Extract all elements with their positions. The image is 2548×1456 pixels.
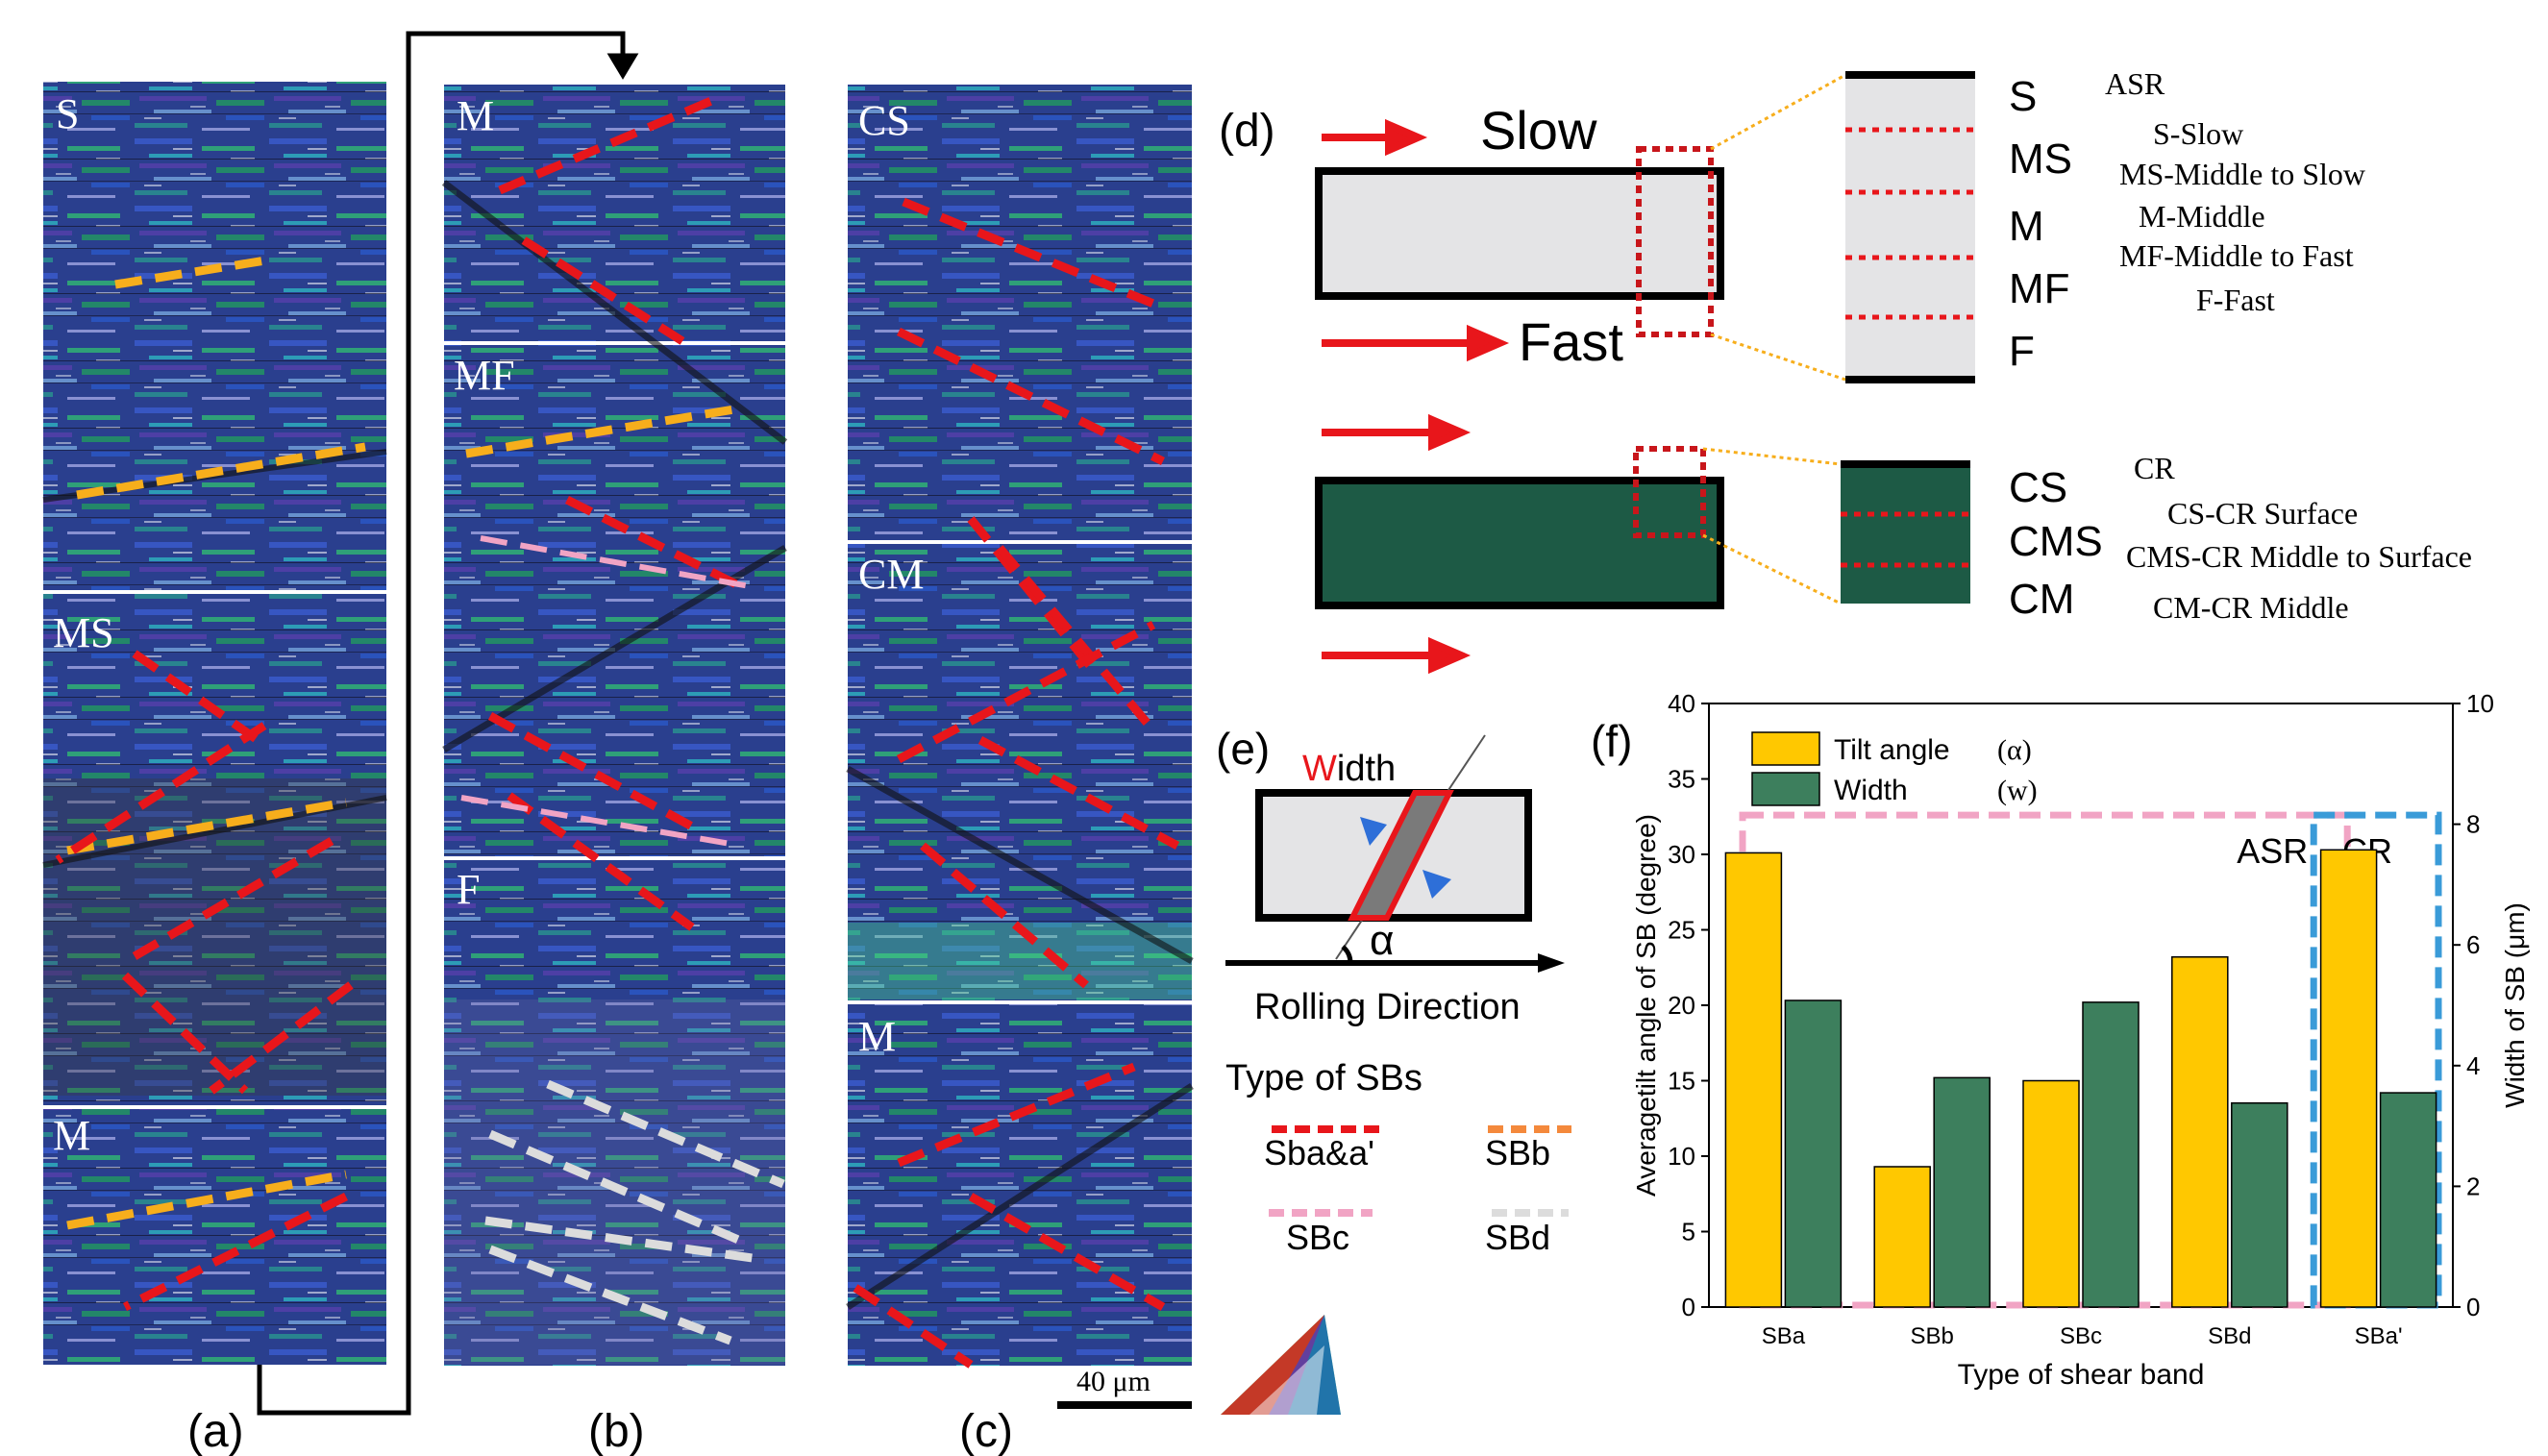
panel-label-c: (c) — [959, 1406, 1013, 1456]
rolling-direction-label: Rolling Direction — [1254, 987, 1521, 1027]
x-tick-label: SBc — [2060, 1323, 2102, 1349]
y-tick-label: 30 — [1668, 840, 1695, 869]
bar-tilt-angle — [1724, 851, 1783, 1308]
region-label: MS — [53, 609, 114, 656]
svg-text:CS-CR Surface: CS-CR Surface — [2167, 496, 2358, 531]
micrograph-b: M MF F — [441, 85, 788, 1366]
svg-text:ASR: ASR — [2105, 66, 2165, 101]
level-M: M — [2009, 203, 2044, 250]
y2-tick-label: 4 — [2466, 1051, 2480, 1080]
svg-text:CMS-CR Middle to Surface: CMS-CR Middle to Surface — [2126, 539, 2472, 574]
bar-width — [1933, 1076, 1991, 1308]
panel-label-b: (b) — [588, 1406, 645, 1456]
panel-d: (d) Slow Fast S MS M MF F — [1219, 66, 2472, 675]
x-tick-label: SBa' — [2355, 1323, 2403, 1349]
y2-axis-title: Width of SB (μm) — [2500, 902, 2530, 1108]
sequence-connector — [257, 31, 639, 1416]
slow-label: Slow — [1480, 100, 1597, 160]
level-MF: MF — [2009, 265, 2070, 312]
y2-tick-label: 2 — [2466, 1172, 2480, 1200]
micrograph-c: CS CM M — [846, 85, 1194, 1369]
x-tick-label: SBa — [1762, 1323, 1806, 1349]
y-tick-label: 5 — [1682, 1218, 1695, 1246]
level-CS: CS — [2009, 464, 2067, 511]
x-tick-label: SBb — [1911, 1323, 1954, 1349]
bar-width — [1784, 999, 1843, 1308]
scale-bar: 40 μm — [1057, 1366, 1192, 1409]
bar-tilt-angle — [2319, 849, 2378, 1308]
tilt-width-bar-chart: 05101520253035400246810ASRCRSBaSBbSBcSBd… — [1631, 689, 2530, 1391]
group-label-asr: ASR — [2237, 831, 2308, 871]
y2-tick-label: 0 — [2466, 1293, 2480, 1321]
sb-type-label: Sba&a' — [1264, 1133, 1374, 1172]
sb-types-title: Type of SBs — [1225, 1058, 1422, 1098]
svg-text:CR: CR — [2134, 451, 2175, 485]
x-tick-label: SBd — [2208, 1323, 2251, 1349]
region-label: CS — [858, 97, 910, 144]
y-tick-label: 15 — [1668, 1067, 1695, 1096]
region-label: MF — [454, 352, 515, 399]
svg-text:CM-CR Middle: CM-CR Middle — [2153, 590, 2349, 625]
legend-symbol-tilt: (α) — [1997, 734, 2032, 766]
y-tick-label: 10 — [1668, 1142, 1695, 1171]
bar-tilt-angle — [1873, 1166, 1931, 1308]
legend-label-tilt: Tilt angle — [1834, 734, 1950, 766]
panel-e: (e) Width α Rolling Direction Type of SB… — [1216, 724, 1571, 1257]
y-axis-title: Averagetilt angle of SB (degree) — [1631, 814, 1661, 1197]
micrograph-a: S MS M — [42, 82, 387, 1365]
level-MS: MS — [2009, 136, 2072, 183]
level-CMS: CMS — [2009, 518, 2103, 565]
region-label: M — [858, 1013, 896, 1060]
level-S: S — [2009, 73, 2037, 120]
sb-type-label: SBc — [1286, 1218, 1349, 1257]
y-tick-label: 20 — [1668, 991, 1695, 1020]
bar-width — [2379, 1092, 2437, 1308]
bar-width — [2231, 1101, 2288, 1308]
region-label: M — [53, 1112, 90, 1159]
y2-tick-label: 10 — [2466, 689, 2494, 718]
asr-legend: ASR S-Slow MS-Middle to Slow M-Middle MF… — [2105, 66, 2365, 317]
svg-text:S-Slow: S-Slow — [2153, 116, 2243, 151]
fast-label: Fast — [1519, 311, 1623, 372]
svg-text:MS-Middle to Slow: MS-Middle to Slow — [2119, 157, 2365, 191]
svg-text:M-Middle: M-Middle — [2139, 199, 2265, 234]
legend-swatch-width — [1751, 772, 1820, 806]
legend-symbol-width: (w) — [1997, 775, 2038, 806]
bar-tilt-angle — [2171, 956, 2229, 1308]
level-F: F — [2009, 328, 2035, 375]
region-label: M — [457, 92, 494, 139]
region-label: S — [56, 90, 79, 137]
region-label: CM — [858, 551, 924, 598]
y-tick-label: 25 — [1668, 916, 1695, 945]
bar-tilt-angle — [2022, 1079, 2080, 1308]
svg-text:40 μm: 40 μm — [1076, 1366, 1150, 1397]
legend-label-width: Width — [1834, 775, 1908, 806]
panel-label-d: (d) — [1219, 106, 1275, 157]
alpha-symbol: α — [1370, 917, 1394, 964]
ipf-color-legend — [1221, 1315, 1341, 1415]
x-axis-title: Type of shear band — [1958, 1359, 2205, 1391]
sb-type-label: SBd — [1485, 1218, 1550, 1257]
sb-type-label: SBb — [1485, 1133, 1550, 1172]
legend-swatch-tilt — [1751, 731, 1820, 766]
cr-legend: CR CS-CR Surface CMS-CR Middle to Surfac… — [2126, 451, 2472, 625]
svg-text:MF-Middle to Fast: MF-Middle to Fast — [2119, 238, 2354, 273]
y2-tick-label: 6 — [2466, 930, 2480, 959]
y-tick-label: 35 — [1668, 765, 1695, 794]
panel-f: (f) 05101520253035400246810ASRCRSBaSBbSB… — [1591, 689, 2530, 1391]
svg-text:F-Fast: F-Fast — [2196, 283, 2275, 317]
panel-label-e: (e) — [1216, 724, 1270, 774]
panel-label-a: (a) — [187, 1406, 244, 1456]
svg-text:Width: Width — [1302, 749, 1396, 789]
y-tick-label: 0 — [1682, 1293, 1695, 1321]
y-tick-label: 40 — [1668, 689, 1695, 718]
level-CM: CM — [2009, 576, 2074, 623]
region-label: F — [457, 866, 480, 913]
panel-label-f: (f) — [1591, 716, 1632, 766]
y2-tick-label: 8 — [2466, 810, 2480, 839]
bar-width — [2082, 1001, 2140, 1308]
